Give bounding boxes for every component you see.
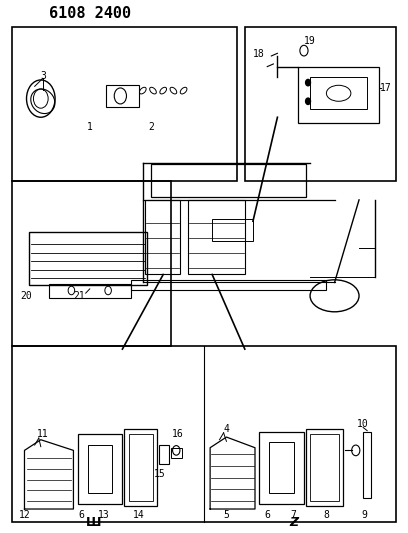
Bar bbox=[49, 284, 131, 298]
Text: 16: 16 bbox=[172, 430, 183, 439]
Bar bbox=[363, 432, 371, 498]
Text: 6: 6 bbox=[264, 511, 270, 520]
Text: 1: 1 bbox=[87, 122, 93, 132]
Bar bbox=[259, 432, 304, 504]
Text: 21: 21 bbox=[74, 291, 85, 301]
Bar bbox=[212, 219, 253, 241]
Polygon shape bbox=[24, 440, 73, 509]
Bar bbox=[124, 429, 157, 506]
Bar bbox=[12, 181, 171, 346]
Text: 3: 3 bbox=[40, 71, 46, 80]
Text: 15: 15 bbox=[154, 470, 166, 479]
Polygon shape bbox=[210, 437, 255, 509]
Text: 10: 10 bbox=[357, 419, 368, 429]
Bar bbox=[306, 429, 343, 506]
Text: Z: Z bbox=[289, 516, 298, 529]
Text: 13: 13 bbox=[98, 511, 110, 520]
Bar bbox=[12, 346, 396, 522]
Text: 14: 14 bbox=[133, 511, 144, 520]
Text: 6108 2400: 6108 2400 bbox=[49, 6, 131, 21]
Bar bbox=[298, 67, 379, 123]
Bar bbox=[29, 232, 147, 285]
Bar bbox=[88, 445, 112, 493]
Bar bbox=[151, 164, 306, 197]
Bar bbox=[310, 77, 367, 109]
Text: 11: 11 bbox=[37, 430, 49, 439]
Text: Ш: Ш bbox=[86, 516, 102, 529]
Text: 19: 19 bbox=[304, 36, 315, 46]
Bar bbox=[78, 434, 122, 504]
Circle shape bbox=[306, 79, 310, 86]
Text: 2: 2 bbox=[148, 122, 154, 132]
Text: 18: 18 bbox=[253, 50, 265, 59]
Text: 20: 20 bbox=[21, 291, 32, 301]
Text: 5: 5 bbox=[224, 511, 229, 520]
Bar bbox=[159, 445, 169, 464]
Bar bbox=[12, 27, 237, 181]
Bar bbox=[188, 200, 245, 274]
Bar bbox=[106, 85, 139, 107]
Text: 12: 12 bbox=[19, 511, 30, 520]
Bar bbox=[310, 434, 339, 501]
Text: 9: 9 bbox=[361, 511, 367, 520]
Bar bbox=[171, 448, 182, 458]
Bar bbox=[269, 442, 294, 493]
Bar bbox=[145, 200, 180, 274]
Bar bbox=[245, 27, 396, 181]
Bar bbox=[129, 434, 153, 501]
Text: 6: 6 bbox=[79, 511, 84, 520]
Text: 17: 17 bbox=[380, 83, 391, 93]
Text: 4: 4 bbox=[224, 424, 229, 434]
Text: 8: 8 bbox=[324, 511, 329, 520]
Circle shape bbox=[306, 98, 310, 104]
Bar bbox=[131, 280, 326, 290]
Text: 7: 7 bbox=[290, 511, 296, 520]
